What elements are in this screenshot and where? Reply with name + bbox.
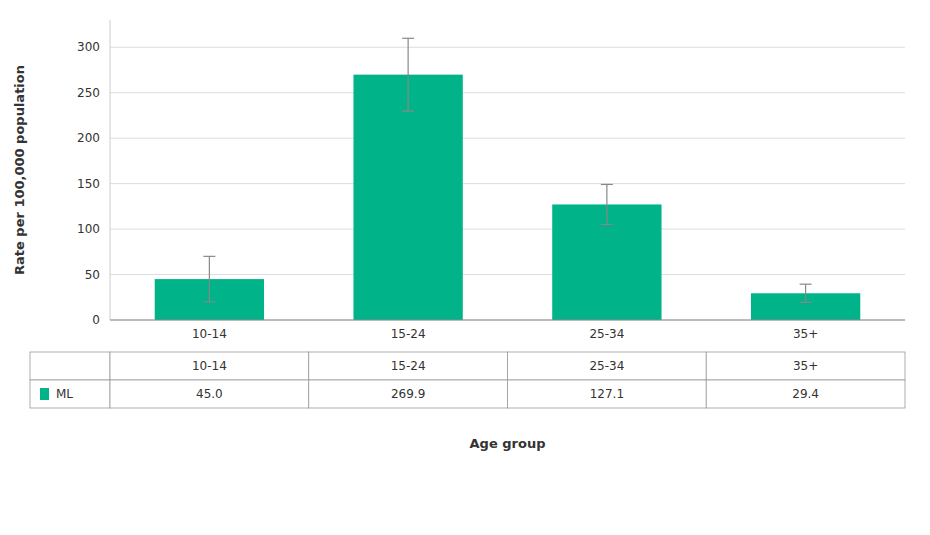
- x-tick-label: 15-24: [391, 327, 426, 341]
- table-cell: [309, 380, 508, 408]
- chart-container: 05010015020025030010-1415-2425-3435+10-1…: [0, 0, 930, 535]
- y-tick-label: 150: [77, 177, 100, 191]
- error-cap: [800, 302, 812, 303]
- grid-line: [110, 92, 905, 93]
- table-cell: [110, 352, 309, 380]
- error-bar: [402, 38, 414, 111]
- error-cap: [402, 110, 414, 111]
- x-tick-label: 35+: [793, 327, 818, 341]
- error-cap: [800, 284, 812, 285]
- table-value: 45.0: [196, 387, 223, 401]
- bars: [155, 38, 861, 320]
- grid: [110, 47, 905, 320]
- grid-line: [110, 274, 905, 275]
- table-cell: [309, 352, 508, 380]
- table-cell: [30, 380, 110, 408]
- table-header: 15-24: [391, 359, 426, 373]
- error-bar: [203, 256, 215, 301]
- table-cell: [30, 352, 110, 380]
- error-cap: [203, 301, 215, 302]
- chart: 05010015020025030010-1415-2425-3435+10-1…: [0, 0, 930, 535]
- y-tick-label: 200: [77, 131, 100, 145]
- y-tick-label: 300: [77, 40, 100, 54]
- error-cap: [601, 184, 613, 185]
- x-axis-line: [110, 320, 905, 321]
- legend-swatch: [40, 388, 49, 400]
- table-cell: [706, 352, 905, 380]
- error-cap: [402, 38, 414, 39]
- table-header: 25-34: [589, 359, 624, 373]
- error-cap: [601, 224, 613, 225]
- table-header: 10-14: [192, 359, 227, 373]
- y-axis-line: [110, 20, 111, 320]
- table-value: 29.4: [792, 387, 819, 401]
- legend-label: ML: [56, 387, 73, 401]
- y-tick-label: 50: [85, 268, 100, 282]
- y-tick-label: 100: [77, 222, 100, 236]
- table-value: 269.9: [391, 387, 425, 401]
- x-tick-label: 25-34: [589, 327, 624, 341]
- table-cell: [706, 380, 905, 408]
- y-tick-label: 0: [92, 313, 100, 327]
- x-tick-label: 10-14: [192, 327, 227, 341]
- grid-line: [110, 138, 905, 139]
- grid-line: [110, 47, 905, 48]
- error-line: [606, 184, 607, 224]
- table-header: 35+: [793, 359, 818, 373]
- table-cell: [110, 380, 309, 408]
- grid-line: [110, 183, 905, 184]
- error-bar: [601, 184, 613, 224]
- y-axis-title: Rate per 100,000 population: [12, 65, 27, 275]
- table-cell: [508, 380, 707, 408]
- error-line: [805, 284, 806, 302]
- error-cap: [203, 256, 215, 257]
- table-cell: [508, 352, 707, 380]
- bar: [353, 75, 462, 320]
- data-table: 10-14 45.0 15-24 269.9 25-34 127.1 35+ 29.4 ML: [30, 352, 905, 408]
- error-line: [209, 256, 210, 301]
- error-bar: [800, 284, 812, 302]
- table-value: 127.1: [590, 387, 624, 401]
- grid-line: [110, 320, 905, 321]
- grid-line: [110, 229, 905, 230]
- x-axis-title: Age group: [470, 436, 546, 451]
- y-tick-label: 250: [77, 86, 100, 100]
- error-line: [408, 38, 409, 111]
